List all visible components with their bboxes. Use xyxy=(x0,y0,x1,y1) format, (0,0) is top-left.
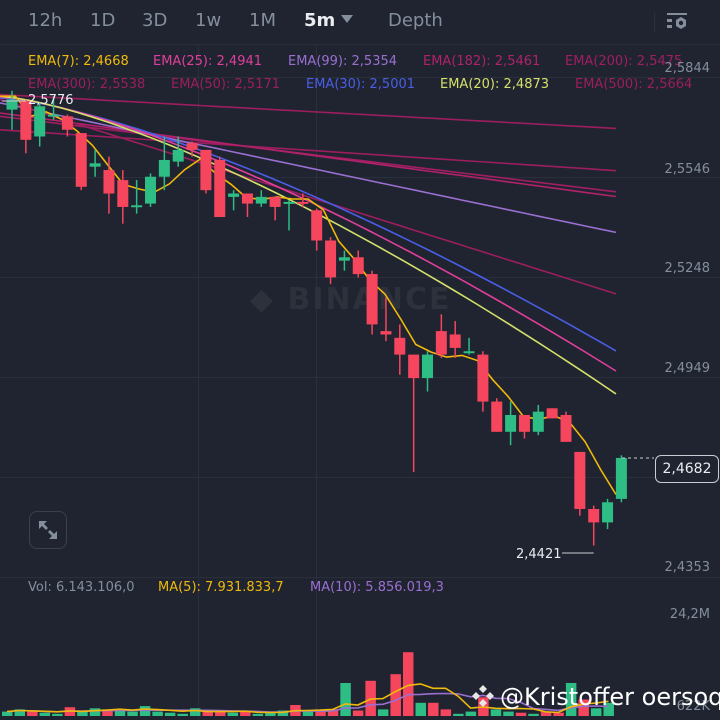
user-watermark: @Kristoffer oersoq xyxy=(500,683,720,711)
high-price-marker: 2,5776 xyxy=(28,93,74,108)
timeframe-5m[interactable]: 5m xyxy=(304,10,336,31)
price-axis-label: 2,5546 xyxy=(664,162,711,177)
legend-ema300: EMA(300): 2,5538 xyxy=(28,77,146,92)
grid-line xyxy=(0,277,720,278)
timeframe-bar: 12h 1D 3D 1w 1M 5m Depth xyxy=(0,0,720,44)
legend-ema7: EMA(7): 2,4668 xyxy=(28,54,129,69)
price-axis-label: 2,5248 xyxy=(664,261,711,276)
grid-line xyxy=(0,177,720,178)
legend-ema20: EMA(20): 2,4873 xyxy=(440,77,550,92)
grid-line xyxy=(198,44,199,720)
legend-ema99: EMA(99): 2,5354 xyxy=(288,54,398,69)
price-axis-label: 2,5844 xyxy=(664,61,711,76)
grid-line xyxy=(0,477,720,478)
volume-axis-min: 622K xyxy=(676,699,710,714)
grid-line xyxy=(0,77,720,78)
price-axis-label: 2,4353 xyxy=(664,560,711,575)
legend-ema50: EMA(50): 2,5171 xyxy=(171,77,281,92)
pane-divider xyxy=(0,577,720,578)
volume-axis-max: 24,2M xyxy=(669,607,710,622)
legend-ema500: EMA(500): 2,5664 xyxy=(575,77,693,92)
timeframe-12h[interactable]: 12h xyxy=(28,10,63,31)
low-price-marker: 2,4421 xyxy=(516,547,562,562)
divider xyxy=(654,12,655,32)
timeframe-1m-month[interactable]: 1M xyxy=(249,10,276,31)
timeframe-1d[interactable]: 1D xyxy=(90,10,116,31)
grid-line xyxy=(0,377,720,378)
volume-label: Vol: 6.143.106,0 xyxy=(28,580,135,595)
current-price-tag: 2,4682 xyxy=(655,455,719,483)
legend-ema200: EMA(200): 2,5475 xyxy=(565,54,683,69)
legend-ema182: EMA(182): 2,5461 xyxy=(423,54,541,69)
fullscreen-button[interactable] xyxy=(29,511,67,549)
volume-ma10-label: MA(10): 5.856.019,3 xyxy=(310,580,444,595)
depth-tab[interactable]: Depth xyxy=(388,10,443,31)
expand-icon xyxy=(39,521,57,539)
legend-ema30: EMA(30): 2,5001 xyxy=(306,77,416,92)
chart-settings-icon[interactable] xyxy=(666,11,690,33)
timeframe-1w[interactable]: 1w xyxy=(195,10,222,31)
timeframe-3d[interactable]: 3D xyxy=(142,10,168,31)
legend-ema25: EMA(25): 2,4941 xyxy=(153,54,263,69)
grid-line xyxy=(316,44,317,720)
header-divider xyxy=(0,44,720,45)
volume-ma5-label: MA(5): 7.931.833,7 xyxy=(158,580,284,595)
binance-logo-icon xyxy=(472,685,494,707)
price-axis-label: 2,4949 xyxy=(664,361,711,376)
chevron-down-icon[interactable] xyxy=(341,15,353,23)
